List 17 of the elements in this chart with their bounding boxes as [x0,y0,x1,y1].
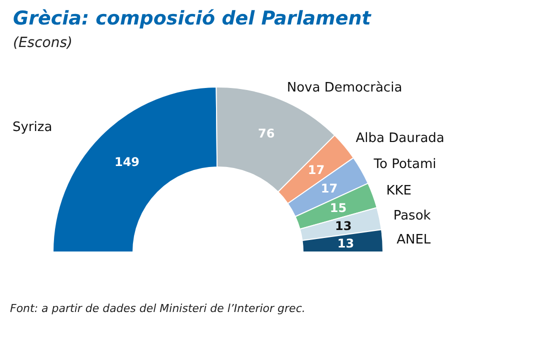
slice-label: Syriza [12,120,52,135]
slice-label: Alba Daurada [356,130,444,146]
data-label: 15 [330,201,347,216]
slice-label: Nova Democràcia [286,80,402,96]
data-label: 17 [320,182,338,196]
slice-label: KKE [386,184,412,199]
chart-subtitle: (Escons) [13,35,72,51]
data-label: 76 [258,126,275,140]
slice-label: Pasok [393,208,432,224]
chart-title: Grècia: composició del Parlament [13,8,372,30]
data-label: 17 [308,162,325,177]
slice-label: To Potami [372,156,436,172]
data-label: 149 [114,154,140,169]
text: Font: a partir de dades del Ministeri de l’Interior grec. [10,302,306,315]
data-label: 13 [337,236,354,250]
slice-label: ANEL [396,232,432,248]
data-label: 13 [334,219,352,234]
